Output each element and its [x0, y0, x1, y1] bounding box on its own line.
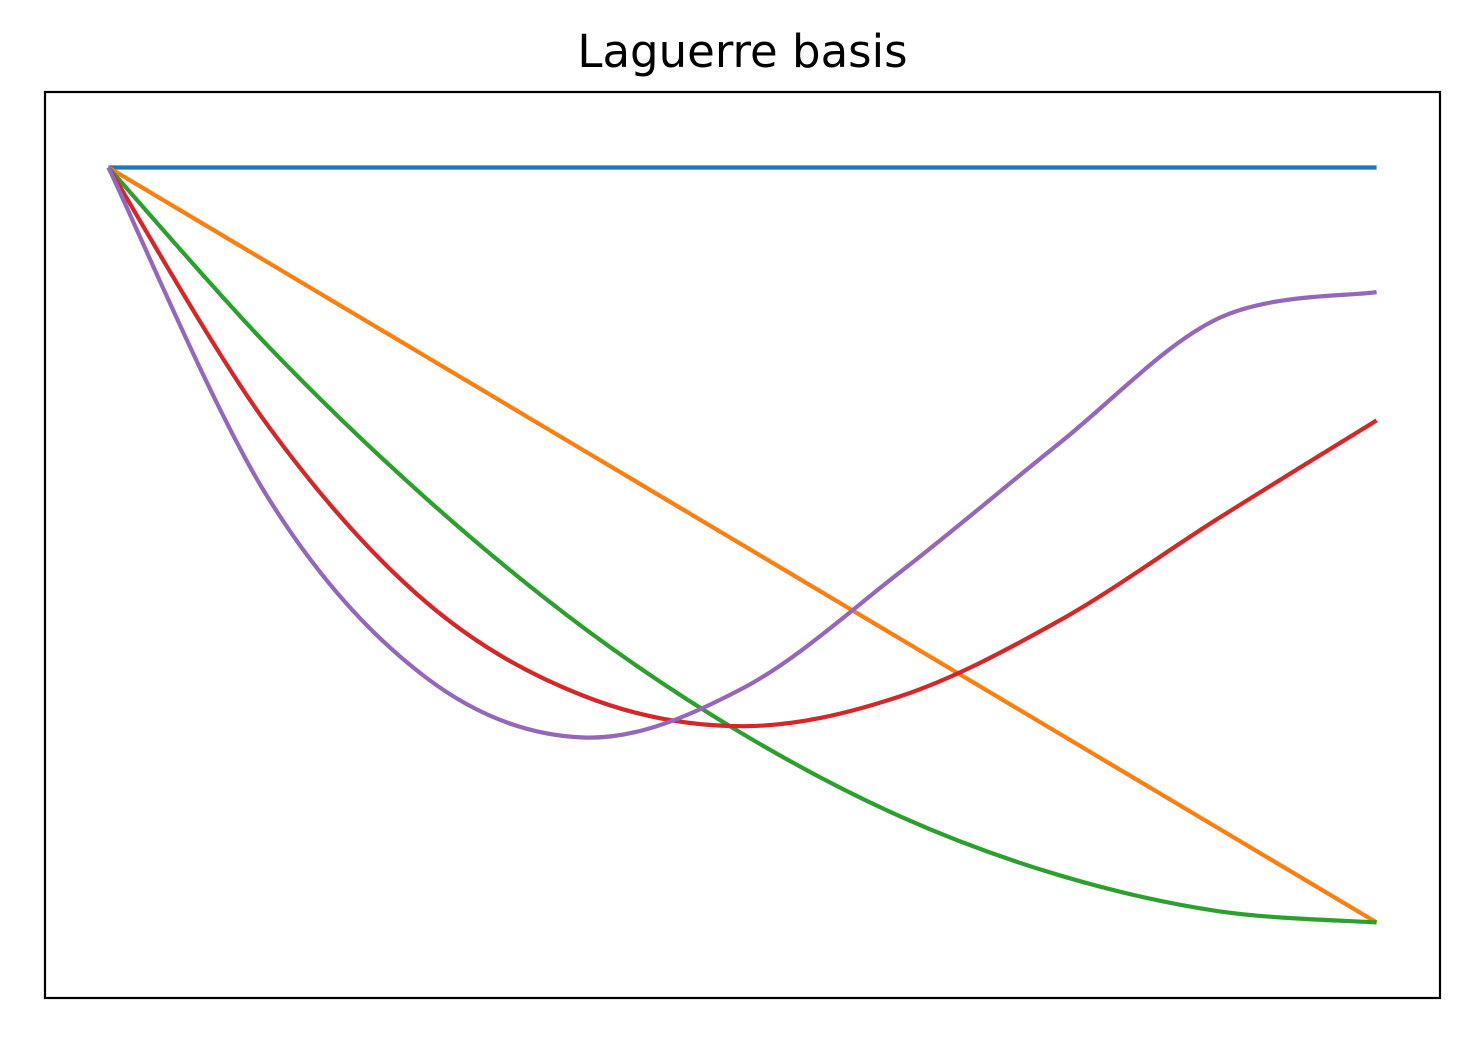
plot-frame	[43, 90, 1442, 1000]
series-line-3	[106, 166, 1378, 729]
series-line-1	[107, 165, 1378, 925]
series-line-2	[106, 166, 1377, 925]
series-line-4	[106, 166, 1377, 740]
chart-title: Laguerre basis	[577, 25, 908, 78]
series-layer	[106, 165, 1378, 925]
